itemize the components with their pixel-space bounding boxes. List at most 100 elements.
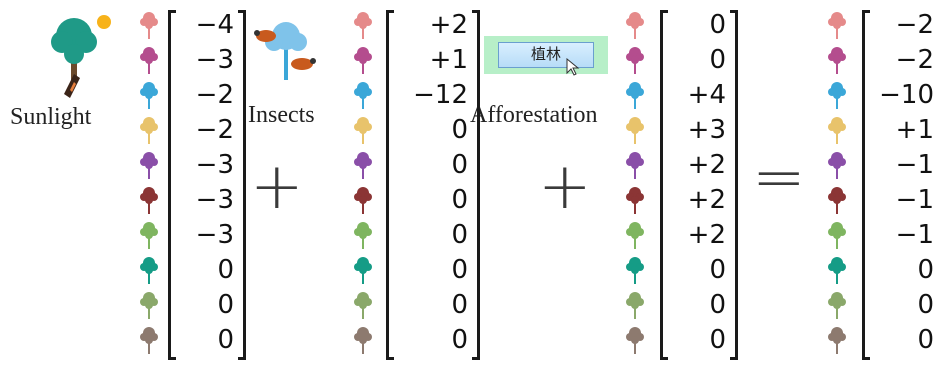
species-6-icon <box>828 187 846 214</box>
species-6-icon <box>626 187 644 214</box>
insects-value-4: 0 <box>451 115 468 145</box>
afforestation-vector: 0 0 +4 +3 +2 +2 +2 0 0 0 <box>660 4 738 364</box>
left-bracket <box>168 10 176 360</box>
insects-value-7: 0 <box>451 220 468 250</box>
result-value-6: −1 <box>895 185 934 215</box>
afforestation-value-1: 0 <box>709 10 726 40</box>
species-3-icon <box>140 82 158 109</box>
sunlight-value-2: −3 <box>195 45 234 75</box>
species-7-icon <box>140 222 158 249</box>
result-value-5: −1 <box>895 150 934 180</box>
species-8-icon <box>354 257 372 284</box>
plus-operator-2: + <box>538 150 592 224</box>
species-8-icon <box>140 257 158 284</box>
species-10-icon <box>626 327 644 354</box>
insects-value-8: 0 <box>451 255 468 285</box>
species-3-icon <box>626 82 644 109</box>
species-2-icon <box>140 47 158 74</box>
insects-tree-icon <box>254 22 316 80</box>
equals-operator: = <box>752 141 806 215</box>
species-9-icon <box>828 292 846 319</box>
right-bracket <box>730 10 738 360</box>
afforestation-value-7: +2 <box>687 220 726 250</box>
afforestation-button[interactable]: 植林 <box>484 36 608 74</box>
left-bracket <box>862 10 870 360</box>
insects-vector: +2 +1 −12 0 0 0 0 0 0 0 <box>386 4 480 364</box>
insects-value-10: 0 <box>451 325 468 355</box>
species-6-icon <box>354 187 372 214</box>
result-value-9: 0 <box>917 290 934 320</box>
result-value-7: −1 <box>895 220 934 250</box>
species-10-icon <box>140 327 158 354</box>
sunlight-value-7: −3 <box>195 220 234 250</box>
species-5-icon <box>828 152 846 179</box>
species-1-icon <box>354 12 372 39</box>
species-1-icon <box>828 12 846 39</box>
sunlight-value-9: 0 <box>217 290 234 320</box>
result-value-10: 0 <box>917 325 934 355</box>
afforestation-value-4: +3 <box>687 115 726 145</box>
result-value-4: +1 <box>895 115 934 145</box>
afforestation-value-8: 0 <box>709 255 726 285</box>
afforestation-value-5: +2 <box>687 150 726 180</box>
species-5-icon <box>354 152 372 179</box>
insects-value-3: −12 <box>413 80 468 110</box>
insects-value-9: 0 <box>451 290 468 320</box>
insects-value-1: +2 <box>429 10 468 40</box>
result-value-8: 0 <box>917 255 934 285</box>
species-4-icon <box>354 117 372 144</box>
species-6-icon <box>140 187 158 214</box>
sunlight-value-6: −3 <box>195 185 234 215</box>
afforestation-value-2: 0 <box>709 45 726 75</box>
insects-value-2: +1 <box>429 45 468 75</box>
species-7-icon <box>626 222 644 249</box>
species-2-icon <box>828 47 846 74</box>
species-10-icon <box>828 327 846 354</box>
plus-operator-1: + <box>250 150 304 224</box>
species-3-icon <box>354 82 372 109</box>
species-9-icon <box>140 292 158 319</box>
species-4-icon <box>828 117 846 144</box>
species-4-icon <box>140 117 158 144</box>
afforestation-button-label: 植林 <box>498 42 594 68</box>
species-4-icon <box>626 117 644 144</box>
sunlight-caption: Sunlight <box>10 104 92 130</box>
species-2-icon <box>354 47 372 74</box>
afforestation-value-3: +4 <box>687 80 726 110</box>
afforestation-value-9: 0 <box>709 290 726 320</box>
species-5-icon <box>140 152 158 179</box>
result-value-1: −2 <box>895 10 934 40</box>
species-1-icon <box>626 12 644 39</box>
species-8-icon <box>626 257 644 284</box>
afforestation-caption: Afforestation <box>470 102 598 128</box>
species-1-icon <box>140 12 158 39</box>
sunlight-value-1: −4 <box>195 10 234 40</box>
right-bracket <box>472 10 480 360</box>
species-3-icon <box>828 82 846 109</box>
right-bracket <box>238 10 246 360</box>
mouse-cursor-icon <box>566 58 580 76</box>
sunlight-value-4: −2 <box>195 115 234 145</box>
species-8-icon <box>828 257 846 284</box>
insects-caption: Insects <box>248 102 315 128</box>
afforestation-value-6: +2 <box>687 185 726 215</box>
result-value-3: −10 <box>879 80 934 110</box>
species-10-icon <box>354 327 372 354</box>
species-9-icon <box>354 292 372 319</box>
sunlight-value-8: 0 <box>217 255 234 285</box>
result-vector: −2 −2 −10 +1 −1 −1 −1 0 0 0 <box>862 4 935 364</box>
result-value-2: −2 <box>895 45 934 75</box>
species-7-icon <box>828 222 846 249</box>
species-5-icon <box>626 152 644 179</box>
sunlight-value-5: −3 <box>195 150 234 180</box>
species-7-icon <box>354 222 372 249</box>
insects-value-5: 0 <box>451 150 468 180</box>
species-2-icon <box>626 47 644 74</box>
sunlight-tree-icon <box>51 15 111 98</box>
sunlight-value-10: 0 <box>217 325 234 355</box>
sunlight-value-3: −2 <box>195 80 234 110</box>
sunlight-vector: −4 −3 −2 −2 −3 −3 −3 0 0 0 <box>168 4 246 364</box>
left-bracket <box>386 10 394 360</box>
insects-value-6: 0 <box>451 185 468 215</box>
afforestation-value-10: 0 <box>709 325 726 355</box>
